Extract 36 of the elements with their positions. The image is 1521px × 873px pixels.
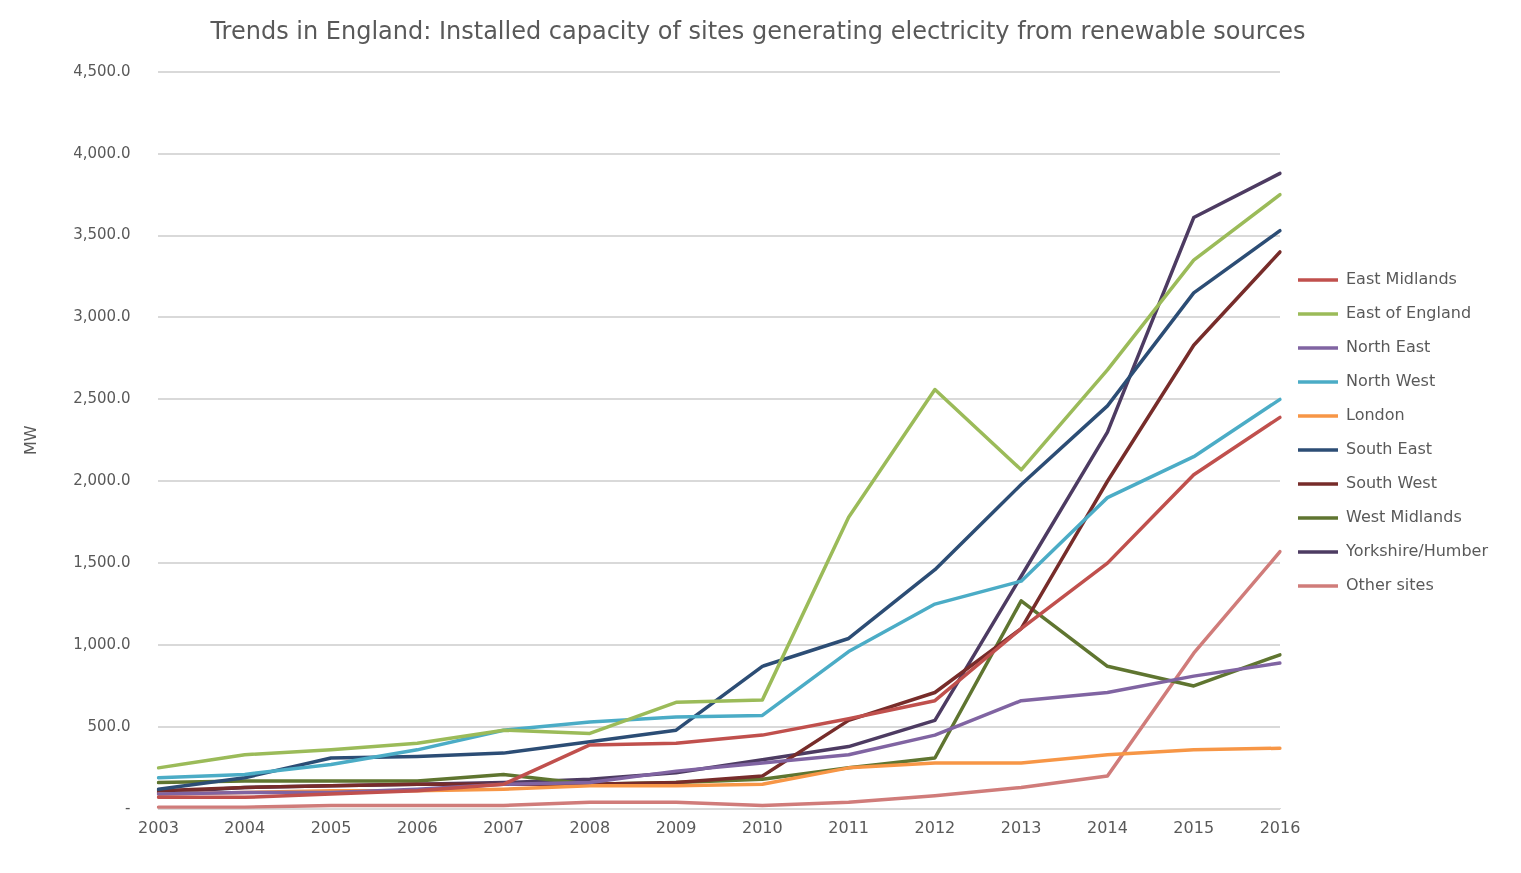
x-tick-label: 2005 xyxy=(310,817,352,837)
x-tick-label: 2015 xyxy=(1173,817,1215,837)
y-axis-title: MW xyxy=(20,425,40,456)
x-tick-label: 2006 xyxy=(396,817,438,837)
y-tick-label: 2,000.0 xyxy=(73,471,131,490)
x-tick-label: 2016 xyxy=(1259,817,1301,837)
x-tick-label: 2003 xyxy=(138,817,179,837)
legend-label: South West xyxy=(1346,473,1437,493)
legend-label: West Midlands xyxy=(1346,507,1462,527)
legend-label: North West xyxy=(1346,371,1436,391)
y-tick-label: 3,000.0 xyxy=(73,307,131,326)
x-tick-label: 2014 xyxy=(1087,817,1128,837)
x-tick-label: 2007 xyxy=(483,817,524,837)
legend-label: Yorkshire/Humber xyxy=(1345,541,1489,561)
legend-label: London xyxy=(1346,405,1405,425)
x-tick-label: 2011 xyxy=(828,817,869,837)
x-tick-label: 2012 xyxy=(914,817,956,837)
x-tick-label: 2004 xyxy=(224,817,266,837)
chart-title: Trends in England: Installed capacity of sites generating electricity from renewable sources xyxy=(209,16,1306,45)
y-tick-label: 2,500.0 xyxy=(73,389,131,408)
legend-label: Other sites xyxy=(1346,575,1434,595)
x-tick-label: 2013 xyxy=(1000,817,1042,837)
y-tick-label: 500.0 xyxy=(87,716,131,735)
x-tick-label: 2009 xyxy=(655,817,697,837)
y-tick-label: - xyxy=(125,798,131,817)
y-tick-label: 1,000.0 xyxy=(73,634,131,653)
legend-label: North East xyxy=(1346,337,1431,357)
y-tick-label: 4,000.0 xyxy=(73,143,131,162)
legend-label: East Midlands xyxy=(1346,269,1457,289)
y-tick-label: 4,500.0 xyxy=(73,61,131,80)
x-tick-label: 2010 xyxy=(742,817,783,837)
y-tick-label: 1,500.0 xyxy=(73,553,131,572)
y-tick-label: 3,500.0 xyxy=(73,225,131,244)
legend-label: East of England xyxy=(1346,303,1472,323)
x-tick-label: 2008 xyxy=(569,817,611,837)
legend-label: South East xyxy=(1346,439,1433,459)
